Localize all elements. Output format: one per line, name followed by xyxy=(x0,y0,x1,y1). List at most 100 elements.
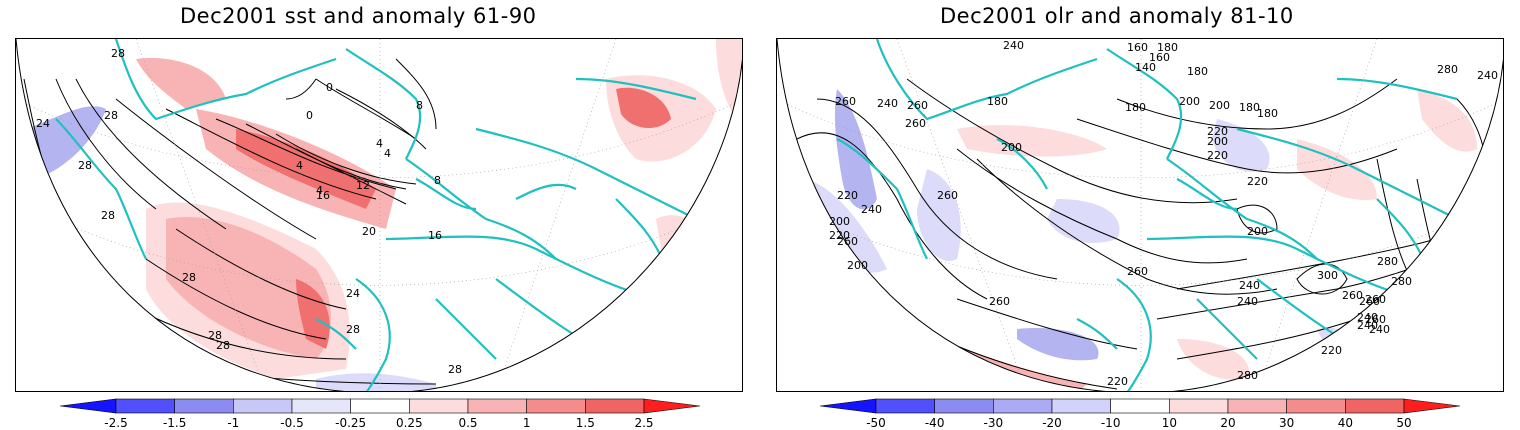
right-colorbar-swatch xyxy=(1286,398,1346,414)
right-colorbar-svg xyxy=(819,398,1461,414)
left-anom-red-7 xyxy=(616,87,671,129)
right-contour-label: 240 xyxy=(1107,389,1128,392)
right-contour-label: 160 xyxy=(1127,41,1148,54)
right-anom-blue-3 xyxy=(917,169,961,261)
right-contour-label: 220 xyxy=(837,189,858,202)
left-contour-label: 4 xyxy=(296,159,303,172)
right-contour-label: 200 xyxy=(1001,141,1022,154)
left-anom-red-10 xyxy=(656,215,706,258)
left-contour-label: 8 xyxy=(434,174,441,187)
right-contour-label: 220 xyxy=(829,229,850,242)
right-contour-label: 180 xyxy=(1187,65,1208,78)
right-colorbar-tick-label: -20 xyxy=(1042,416,1062,430)
right-contour-label: 200 xyxy=(1179,95,1200,108)
right-contour-label: 240 xyxy=(877,97,898,110)
right-colorbar-tick-label: 50 xyxy=(1396,416,1412,430)
right-contour-label: 200 xyxy=(1207,135,1228,148)
right-contour-label: 180 xyxy=(1125,101,1146,114)
left-colorbar-tick-label: -1.5 xyxy=(162,416,187,430)
right-contour-label: 280 xyxy=(1437,63,1458,76)
left-contour-label: 28 xyxy=(101,209,115,222)
left-colorbar xyxy=(59,398,701,418)
right-anom-red-4 xyxy=(1177,339,1249,380)
right-contour-label: 180 xyxy=(1257,107,1278,120)
left-colorbar-tick-label: 1 xyxy=(522,416,531,430)
left-colorbar-arrow-high xyxy=(643,398,701,414)
right-colorbar-tick-label: 40 xyxy=(1337,416,1353,430)
right-colorbar-arrow-high xyxy=(1403,398,1461,414)
right-contour-label: 220 xyxy=(1247,175,1268,188)
right-colorbar-tick-label: -30 xyxy=(983,416,1004,430)
right-colorbar-swatch xyxy=(1169,398,1229,414)
right-contour-label: 240 xyxy=(1239,279,1260,292)
left-contour-label: 4 xyxy=(376,137,383,150)
left-colorbar-swatch xyxy=(115,398,175,414)
left-contour-label: 28 xyxy=(182,271,196,284)
left-map-plot: 28282824280044484161216820282428282828 xyxy=(16,39,742,391)
right-colorbar-swatch xyxy=(934,398,994,414)
right-contour-label: 220 xyxy=(1107,375,1128,388)
left-contour-label: 12 xyxy=(356,179,370,192)
left-colorbar-tick-label: 0.5 xyxy=(458,416,478,430)
left-colorbar-swatch xyxy=(174,398,234,414)
right-contour-label: 260 xyxy=(1359,295,1380,308)
right-contour-label: 220 xyxy=(1207,125,1228,138)
right-contour-label: 200 xyxy=(1209,99,1230,112)
right-colorbar-swatch xyxy=(875,398,935,414)
right-colorbar-swatch xyxy=(993,398,1053,414)
right-contour-label: 260 xyxy=(1365,293,1386,306)
right-contour-label: 220 xyxy=(1321,344,1342,357)
right-contour-label: 260 xyxy=(907,99,928,112)
right-contour-label: 280 xyxy=(1237,369,1258,382)
left-contour-label: 20 xyxy=(362,225,376,238)
left-colorbar-swatch xyxy=(291,398,351,414)
right-contour-label: 260 xyxy=(1127,265,1148,278)
right-contour-label: 140 xyxy=(1135,61,1156,74)
right-colorbar-swatch xyxy=(1051,398,1111,414)
right-contour-label: 260 xyxy=(937,189,958,202)
left-colorbar-tick-label: 0.25 xyxy=(395,416,423,430)
right-contour-label: 240 xyxy=(1369,323,1390,336)
right-contour-label: 180 xyxy=(1157,41,1178,54)
left-contour-label: 24 xyxy=(346,287,360,300)
left-colorbar-arrow-low xyxy=(59,398,117,414)
left-contour-label: 28 xyxy=(78,159,92,172)
right-anom-red-3 xyxy=(957,125,1107,157)
left-colorbar-swatch xyxy=(350,398,410,414)
left-colorbar-swatch xyxy=(409,398,469,414)
left-contour-label: 28 xyxy=(448,363,462,376)
right-colorbar-arrow-low xyxy=(819,398,877,414)
right-contour-label: 240 xyxy=(1003,39,1024,52)
left-contour-label: 0 xyxy=(326,81,333,94)
right-contour-label: 180 xyxy=(987,95,1008,108)
right-colorbar-tick-label: -10 xyxy=(1100,416,1121,430)
right-map: 240 160 180 140 160 180 280 240 180 200 220 200 180 2… xyxy=(776,38,1504,392)
left-colorbar-tick-label: -2.5 xyxy=(104,416,128,430)
left-contour-label: 16 xyxy=(428,229,442,242)
left-contour-label: 4 xyxy=(316,184,323,197)
left-anom-red-2 xyxy=(166,217,331,359)
left-anom-red-5 xyxy=(296,279,330,349)
left-contour-label: 0 xyxy=(306,109,313,122)
right-contour-label: 280 xyxy=(1377,255,1398,268)
right-contour-label: 240 xyxy=(1357,319,1378,332)
right-contour-label: 160 xyxy=(1149,51,1170,64)
left-colorbar-swatch xyxy=(467,398,527,414)
right-anom-red-7 xyxy=(777,299,847,369)
right-contour-label: 260 xyxy=(989,295,1010,308)
right-colorbar-tick-label: 10 xyxy=(1161,416,1177,430)
right-contour-label: 300 xyxy=(1317,269,1338,282)
left-panel-title: Dec2001 sst and anomaly 61-90 xyxy=(180,4,537,28)
right-anom-red-6 xyxy=(1417,89,1477,152)
right-contour-label: 220 xyxy=(1207,149,1228,162)
right-colorbar xyxy=(819,398,1461,418)
left-colorbar-swatch xyxy=(526,398,586,414)
right-colorbar-tick-label: 30 xyxy=(1279,416,1295,430)
left-anom-red-8 xyxy=(136,58,226,109)
right-panel-title: Dec2001 olr and anomaly 81-10 xyxy=(940,4,1294,28)
left-contour-label: 24 xyxy=(36,117,50,130)
right-colorbar-tick-label: 20 xyxy=(1220,416,1236,430)
right-contour-label: 260 xyxy=(837,235,858,248)
left-anom-blue-1 xyxy=(26,106,106,179)
